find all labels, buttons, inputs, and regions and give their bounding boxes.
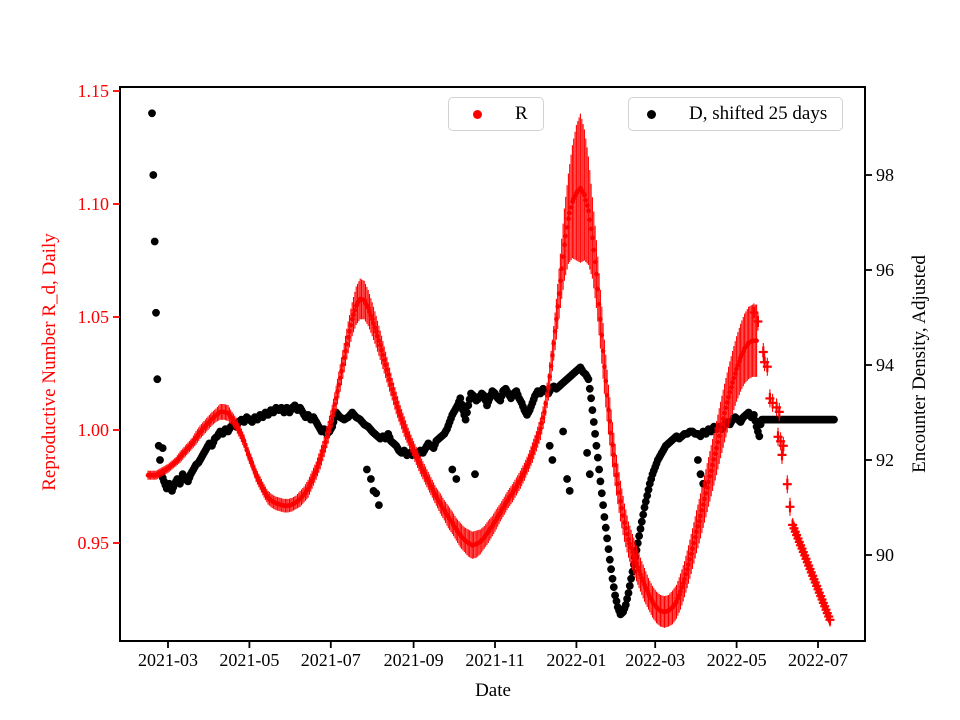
- left-tick-label: 1.00: [78, 420, 110, 440]
- x-tick-label: 2021-03: [138, 650, 198, 670]
- x-tick-label: 2022-07: [788, 650, 848, 670]
- legend-r-dot-icon: [473, 109, 482, 119]
- r-series: [145, 185, 759, 615]
- legend-d: D, shifted 25 days: [628, 97, 844, 131]
- left-axis-ticks: 0.95 1.00 1.05 1.10 1.15: [78, 81, 120, 553]
- right-tick-label: 94: [876, 355, 894, 375]
- right-tick-label: 96: [876, 260, 894, 280]
- left-tick-label: 1.15: [78, 81, 110, 101]
- x-tick-label: 2021-07: [301, 650, 361, 670]
- x-tick-label: 2021-05: [219, 650, 279, 670]
- right-axis-title: Encounter Density, Adjusted: [909, 255, 930, 473]
- legend-r-label: R: [515, 103, 528, 124]
- x-tick-label: 2022-03: [625, 650, 685, 670]
- r-forecast-series: [749, 303, 835, 627]
- x-axis-title: Date: [475, 680, 511, 701]
- x-tick-label: 2022-01: [546, 650, 606, 670]
- legend-d-label: D, shifted 25 days: [689, 103, 828, 124]
- right-tick-label: 92: [876, 450, 894, 470]
- left-axis-title: Reproductive Number R_d, Daily: [39, 233, 60, 491]
- x-tick-label: 2022-05: [707, 650, 767, 670]
- x-axis-ticks: 2021-03 2021-05 2021-07 2021-09 2021-11 2022-…: [138, 641, 848, 670]
- d-series-outliers: [158, 427, 708, 509]
- left-tick-label: 1.05: [78, 307, 110, 327]
- left-tick-label: 1.10: [78, 194, 110, 214]
- d-series: [148, 109, 838, 619]
- legend-d-dot-icon: [647, 109, 656, 119]
- right-tick-label: 98: [876, 165, 894, 185]
- x-tick-label: 2021-09: [384, 650, 444, 670]
- r-series-errorbars: [147, 113, 758, 628]
- right-axis-ticks: 90 92 94 96 98: [865, 165, 894, 565]
- x-tick-label: 2021-11: [465, 650, 524, 670]
- right-tick-label: 90: [876, 545, 894, 565]
- left-tick-label: 0.95: [78, 533, 110, 553]
- plot-border: [119, 86, 866, 642]
- legend-r: R: [448, 97, 544, 131]
